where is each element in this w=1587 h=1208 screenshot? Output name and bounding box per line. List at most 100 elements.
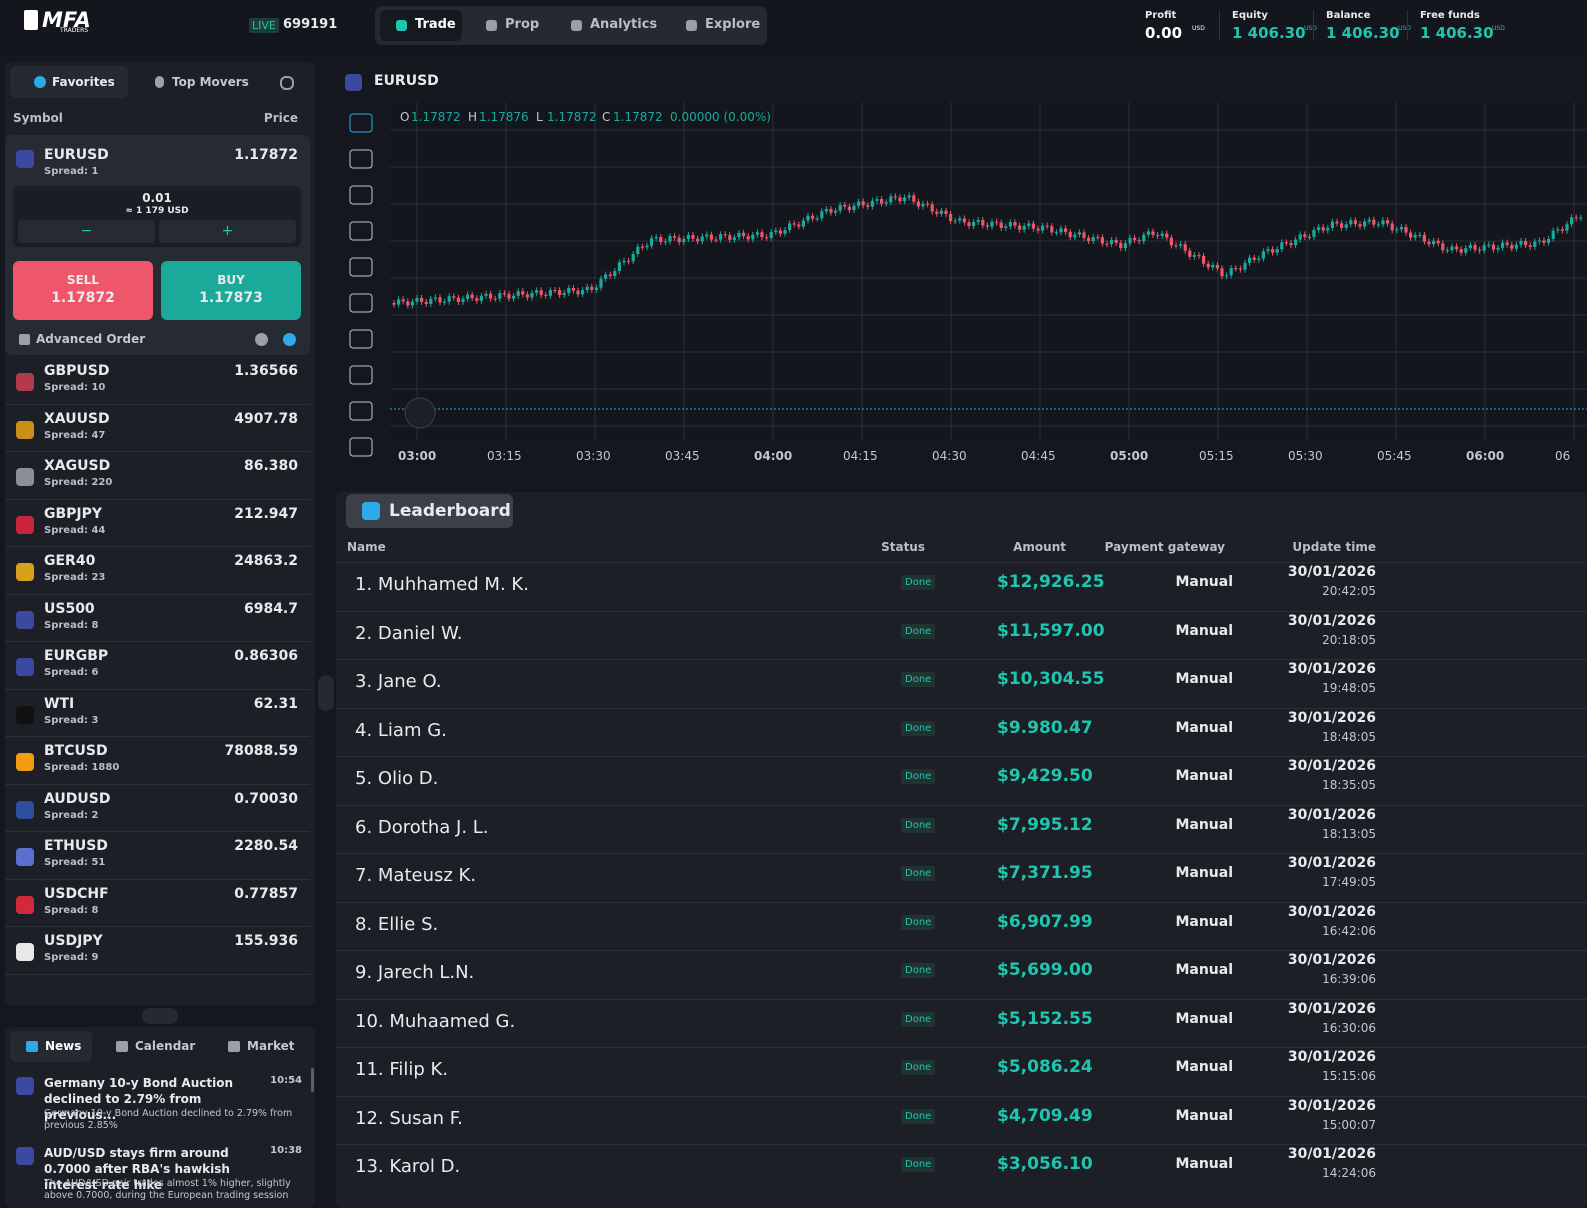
nav-icon — [571, 20, 582, 31]
nav-item[interactable]: Analytics — [590, 17, 658, 32]
news-title[interactable]: AUD/USD stays firm around 0.7000 after R… — [44, 1146, 230, 1192]
candle — [1004, 226, 1008, 228]
date: 30/01/2026 — [1287, 855, 1376, 871]
candle — [1547, 238, 1551, 243]
tab-active[interactable] — [10, 1031, 92, 1062]
spread: Spread: 44 — [44, 524, 106, 536]
candle — [1192, 255, 1196, 257]
candle — [1418, 234, 1422, 236]
time: 18:13:05 — [1322, 826, 1376, 841]
price: 155.936 — [234, 933, 298, 949]
ohlc-value: 1.17872 — [613, 110, 663, 124]
candle — [1570, 217, 1574, 225]
candle — [834, 210, 838, 213]
time-label: 05:15 — [1199, 449, 1234, 463]
gateway: Manual — [1175, 768, 1233, 784]
advanced-order[interactable]: Advanced Order — [36, 332, 146, 346]
candle — [815, 218, 819, 220]
candle — [1505, 242, 1509, 245]
stat-label: Free funds — [1420, 10, 1480, 21]
candle — [1409, 232, 1413, 238]
panel-toggle[interactable] — [318, 675, 334, 711]
collapse-handle[interactable] — [142, 1008, 178, 1024]
nav-item[interactable]: Trade — [415, 17, 456, 32]
symbol[interactable]: XAUUSD — [44, 410, 110, 427]
candle — [1344, 224, 1348, 228]
candle — [470, 294, 474, 299]
candle — [1252, 257, 1256, 260]
candle — [1349, 220, 1353, 225]
buy-price: 1.17873 — [199, 290, 263, 306]
buy-label: BUY — [217, 273, 245, 287]
nav-item[interactable]: Explore — [705, 17, 761, 32]
candle — [1018, 225, 1022, 230]
nav-active[interactable] — [380, 10, 462, 41]
lot-minus[interactable]: − — [18, 220, 155, 243]
chart-symbol: EURUSD — [374, 73, 439, 89]
candle — [898, 197, 902, 202]
symbol[interactable]: USDCHF — [44, 885, 109, 902]
status: Done — [901, 866, 936, 881]
flag — [16, 753, 34, 771]
candle — [778, 230, 782, 234]
tab[interactable]: Favorites — [52, 75, 115, 89]
tab[interactable]: Calendar — [135, 1039, 196, 1053]
symbol[interactable]: ETHUSD — [44, 838, 108, 854]
amount: $3,056.10 — [997, 1154, 1093, 1174]
symbol[interactable]: WTI — [44, 695, 75, 712]
status: Done — [901, 623, 936, 639]
column-header[interactable]: Name — [347, 540, 386, 554]
candle — [1142, 234, 1146, 242]
tab[interactable]: News — [45, 1039, 82, 1053]
sell-button[interactable] — [13, 261, 153, 320]
column-header: Payment gateway — [1104, 540, 1225, 554]
candle — [581, 290, 585, 295]
nav-item[interactable]: Prop — [505, 17, 540, 32]
candle — [1271, 249, 1275, 253]
symbol[interactable]: GBPJPY — [44, 505, 103, 522]
candle — [1303, 234, 1307, 237]
news-title[interactable]: Germany 10-y Bond Auction declined to 2.… — [44, 1076, 234, 1122]
candle — [521, 291, 525, 295]
flag — [16, 373, 34, 391]
spread: Spread: 3 — [44, 714, 99, 726]
symbol[interactable]: EURGBP — [44, 648, 109, 664]
nav-icon — [396, 20, 407, 31]
symbol[interactable]: XAGUSD — [44, 458, 111, 474]
date: 30/01/2026 — [1287, 903, 1376, 920]
lot-plus[interactable]: + — [159, 220, 296, 243]
tab-active[interactable] — [10, 66, 128, 98]
gateway: Manual — [1175, 865, 1233, 881]
spread: Spread: 51 — [44, 857, 106, 868]
candle — [953, 220, 957, 222]
tab[interactable]: Market — [247, 1039, 295, 1053]
candle — [466, 294, 470, 299]
candle — [677, 237, 681, 243]
symbol[interactable]: BTCUSD — [44, 743, 108, 759]
symbol[interactable]: GER40 — [44, 553, 96, 569]
price: 212.947 — [234, 505, 298, 522]
status: Done — [901, 672, 936, 687]
tab[interactable]: Top Movers — [172, 75, 249, 89]
candle — [1358, 224, 1362, 227]
candle — [1197, 255, 1201, 257]
candle — [783, 230, 787, 234]
status: Done — [901, 1157, 936, 1172]
candle — [843, 204, 847, 207]
symbol[interactable]: GBPUSD — [44, 363, 110, 379]
symbol[interactable]: US500 — [44, 600, 95, 617]
tool-icon — [349, 185, 373, 205]
candle — [1321, 227, 1325, 231]
candle — [1317, 227, 1321, 230]
buy-button[interactable] — [161, 261, 301, 320]
symbol[interactable]: USDJPY — [44, 933, 103, 949]
row-divider — [5, 831, 310, 832]
col-header: Price — [263, 111, 298, 125]
date: 30/01/2026 — [1287, 1049, 1376, 1065]
symbol[interactable]: AUDUSD — [44, 790, 111, 807]
candle — [1119, 242, 1123, 249]
ohlc-change: 0.00000 (0.00%) — [670, 110, 771, 124]
candle — [1404, 227, 1408, 233]
candle — [553, 290, 557, 292]
candle — [594, 287, 598, 290]
